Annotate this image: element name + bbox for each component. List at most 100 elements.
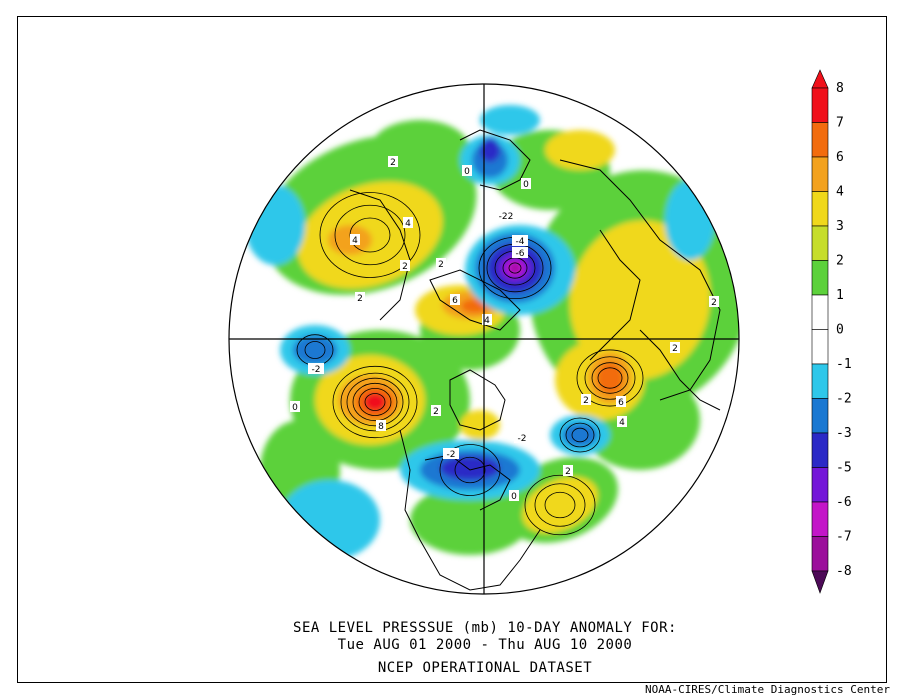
contour-label: 4 <box>352 236 358 246</box>
anomaly-region <box>480 138 500 162</box>
coastline <box>399 429 541 591</box>
contour-label-bg <box>431 405 441 416</box>
contour-line <box>591 362 629 394</box>
contour-label-bg <box>388 156 398 167</box>
anomaly-region <box>480 105 540 135</box>
contour-label: 2 <box>583 396 589 406</box>
contour-label-bg <box>521 178 531 189</box>
contour-label: 2 <box>402 262 408 272</box>
anomaly-region <box>245 185 305 265</box>
contour-label: 2 <box>672 344 678 354</box>
contour-label: 6 <box>618 398 624 408</box>
contour-label: -2 <box>518 434 527 444</box>
contour-label-bg <box>436 258 446 269</box>
colorbar-tick-label: -1 <box>836 357 852 372</box>
colorbar-tick-label: 1 <box>836 288 844 303</box>
colorbar-tick-label: -6 <box>836 495 852 510</box>
contour-line <box>319 192 421 278</box>
contour-line <box>358 387 392 416</box>
colorbar-bin <box>811 467 829 503</box>
colorbar: 8 7 6 4 3 2 1 0 -1 -2 -3 -5 -6 -7 -8 <box>811 69 852 594</box>
contour-line <box>524 474 596 536</box>
contour-line <box>439 444 501 496</box>
anomaly-region <box>665 180 715 260</box>
contour-line <box>454 456 486 484</box>
colorbar-bin <box>811 536 829 572</box>
colorbar-tick-label: 2 <box>836 254 844 269</box>
title-line-3: NCEP OPERATIONAL DATASET <box>377 660 593 676</box>
contour-label-bg <box>495 210 517 221</box>
colorbar-tick-label: 8 <box>836 81 844 96</box>
contour-label-bg <box>709 296 719 307</box>
colorbar-bin <box>811 156 829 192</box>
anomaly-region <box>280 480 380 560</box>
title-line-1: SEA LEVEL PRESSSUE (mb) 10-DAY ANOMALY F… <box>293 620 677 636</box>
contour-line <box>340 372 410 432</box>
coastline <box>349 189 411 321</box>
contour-label-bg <box>355 292 365 303</box>
contour-label: 0 <box>464 167 470 177</box>
contour-label-bg <box>350 234 360 245</box>
contour-line <box>334 204 406 266</box>
contour-label-bg <box>443 448 459 459</box>
contour-label: 2 <box>438 260 444 270</box>
colorbar-tick-label: -8 <box>836 564 852 579</box>
anomaly-field: 8 6 6 4 4 4 2 2 2 2 2 2 2 2 2 -2 -2 -2 -4 -6 -22 0 0 0 0 4 <box>229 84 739 594</box>
contour-label: 2 <box>433 407 439 417</box>
colorbar-tick-label: 3 <box>836 219 844 234</box>
contour-label-bg <box>450 294 460 305</box>
colorbar-tick-label: -7 <box>836 530 852 545</box>
colorbar-bottom-arrow <box>811 570 829 594</box>
anomaly-region <box>410 485 530 555</box>
colorbar-tick-label: 7 <box>836 116 844 131</box>
contour-line <box>304 341 326 359</box>
contour-label: 8 <box>378 422 384 432</box>
colorbar-bin <box>811 363 829 399</box>
contour-label: 2 <box>711 298 717 308</box>
contour-label-bg <box>482 314 492 325</box>
contour-label-bg <box>616 396 626 407</box>
colorbar-bin <box>811 191 829 227</box>
contour-label-bg <box>308 363 324 374</box>
contour-label-bg <box>512 235 528 246</box>
colorbar-tick-label: -5 <box>836 461 852 476</box>
colorbar-bin <box>811 398 829 434</box>
contour-line <box>559 417 601 453</box>
contour-label: 0 <box>511 492 517 502</box>
colorbar-bin <box>811 122 829 158</box>
anomaly-region <box>545 130 615 170</box>
contour-label-bg <box>509 490 519 501</box>
contour-label-bg <box>462 165 472 176</box>
contour-line <box>571 427 589 443</box>
contour-label: 4 <box>619 418 625 428</box>
colorbar-tick-label: 0 <box>836 323 844 338</box>
colorbar-bin <box>811 87 829 123</box>
colorbar-bin <box>811 501 829 537</box>
contour-label-bg <box>403 217 413 228</box>
colorbar-tick-label: 6 <box>836 150 844 165</box>
anomaly-region <box>460 410 500 440</box>
contour-label: -22 <box>499 212 514 222</box>
coastline <box>639 329 721 411</box>
contour-label: -2 <box>447 450 456 460</box>
anomaly-region <box>597 362 623 394</box>
contour-label-bg <box>400 260 410 271</box>
contour-label: 2 <box>565 467 571 477</box>
plot-frame <box>17 16 887 683</box>
anomaly-region <box>364 393 386 411</box>
contour-label-bg <box>290 401 300 412</box>
coastline <box>589 229 641 361</box>
contour-label-bg <box>512 247 528 258</box>
coastline <box>429 269 521 331</box>
contour-line <box>508 262 522 274</box>
contour-label-bg <box>581 394 591 405</box>
colorbar-bin <box>811 329 829 365</box>
credit-text: NOAA-CIRES/Climate Diagnostics Center <box>644 683 890 696</box>
colorbar-bin <box>811 432 829 468</box>
colorbar-bin <box>811 260 829 296</box>
contour-label: 2 <box>390 158 396 168</box>
contour-label-bg <box>670 342 680 353</box>
contour-line <box>565 422 595 448</box>
anomaly-region <box>370 120 470 180</box>
